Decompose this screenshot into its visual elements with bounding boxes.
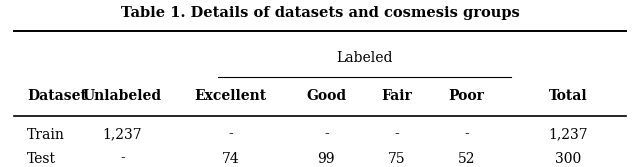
Text: 99: 99 [317, 152, 335, 166]
Text: Dataset: Dataset [27, 89, 87, 103]
Text: 74: 74 [222, 152, 239, 166]
Text: Table 1. Details of datasets and cosmesis groups: Table 1. Details of datasets and cosmesi… [120, 6, 520, 20]
Text: 1,237: 1,237 [548, 128, 588, 142]
Text: Test: Test [27, 152, 56, 166]
Text: Good: Good [307, 89, 346, 103]
Text: Excellent: Excellent [195, 89, 267, 103]
Text: -: - [324, 128, 329, 142]
Text: Poor: Poor [449, 89, 484, 103]
Text: Unlabeled: Unlabeled [83, 89, 162, 103]
Text: 75: 75 [388, 152, 405, 166]
Text: Fair: Fair [381, 89, 412, 103]
Text: 300: 300 [556, 152, 582, 166]
Text: Train: Train [27, 128, 65, 142]
Text: Total: Total [549, 89, 588, 103]
Text: -: - [228, 128, 233, 142]
Text: -: - [394, 128, 399, 142]
Text: 52: 52 [458, 152, 476, 166]
Text: -: - [120, 152, 125, 166]
Text: 1,237: 1,237 [102, 128, 142, 142]
Text: Labeled: Labeled [337, 51, 393, 65]
Text: -: - [464, 128, 469, 142]
